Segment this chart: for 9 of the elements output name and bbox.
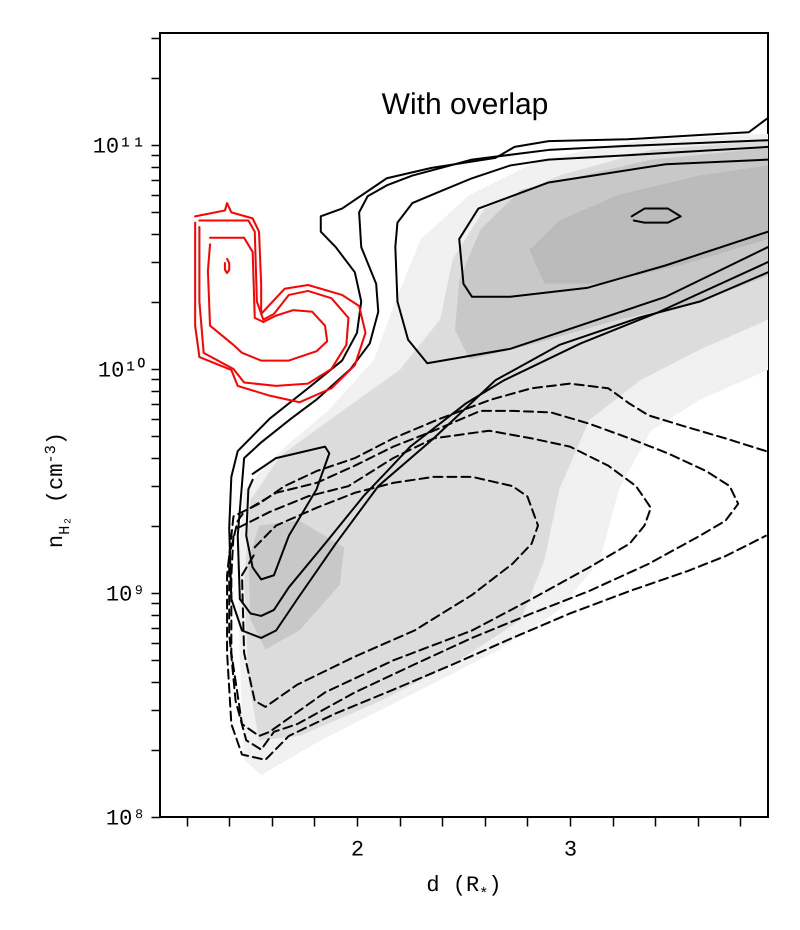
y-tick-label: 10⁹: [106, 582, 146, 608]
y-tick-label: 10¹⁰: [98, 357, 146, 384]
x-tick-label: 2: [350, 838, 364, 862]
y-tick-label: 10¹¹: [92, 134, 146, 160]
text: With overlap: [382, 88, 548, 121]
x-axis-title: d (R*): [426, 873, 502, 903]
y-tick-label: 10⁸: [106, 806, 146, 832]
x-tick-label: 3: [564, 838, 578, 862]
y-axis-title: nH₂ (cm-3): [42, 432, 74, 548]
